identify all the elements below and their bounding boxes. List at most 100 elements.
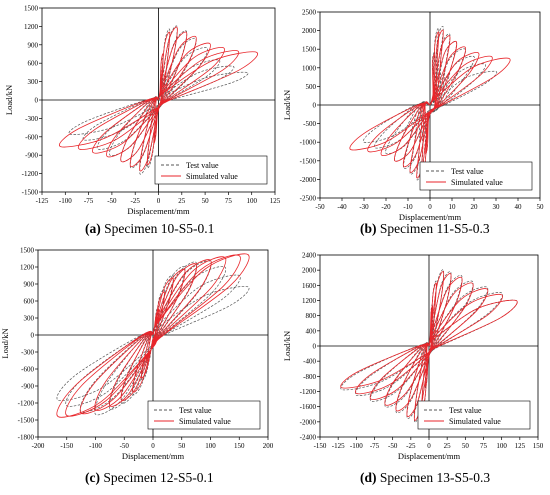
y-axis-label: Load/kN [282, 331, 292, 361]
y-tick-label: 2500 [302, 9, 317, 17]
x-tick-label: -125 [332, 442, 345, 450]
legend-box [419, 161, 533, 191]
y-tick-label: -900 [21, 383, 34, 391]
caption-text: Specimen 12-S5-0.1 [103, 470, 214, 485]
y-tick-label: -600 [21, 366, 34, 374]
y-tick-label: -1200 [18, 400, 35, 408]
legend-label: Test value [449, 406, 482, 415]
x-tick-label: -100 [89, 442, 102, 450]
y-tick-label: 900 [24, 281, 35, 289]
legend: Test value Simulated value [147, 400, 261, 430]
y-tick-label: 600 [28, 60, 39, 68]
caption-letter: (b) [360, 221, 377, 236]
y-tick-label: -2400 [300, 434, 317, 442]
caption-text: Specimen 10-S5-0.1 [104, 221, 215, 236]
y-tick-label: 1200 [24, 23, 39, 31]
x-tick-label: -75 [84, 197, 94, 205]
y-tick-label: 1500 [24, 5, 39, 13]
x-tick-label: -50 [120, 442, 130, 450]
x-tick-label: -50 [388, 442, 398, 450]
y-tick-label: 1000 [302, 64, 317, 72]
x-tick-label: 0 [427, 442, 431, 450]
y-tick-label: 2000 [302, 267, 317, 275]
legend-label: Simulated value [451, 178, 503, 187]
chart-panel-d: -150 -125 -100 -75 -50 -25 0 25 50 75 100 125 150 -24… [282, 252, 544, 462]
x-tick-label: -150 [60, 442, 73, 450]
x-tick-label: 75 [480, 442, 488, 450]
legend-box [147, 400, 261, 430]
y-tick-label: -300 [25, 115, 38, 123]
caption-letter: (c) [85, 470, 100, 485]
series-simulated-value [340, 271, 518, 421]
chart-panel-b: -50 -40 -30 -20 -10 0 10 20 30 40 50 -2500 -2000 -150… [282, 9, 544, 223]
legend-box [154, 155, 268, 185]
x-tick-label: -150 [314, 442, 327, 450]
y-tick-label: 2400 [302, 252, 317, 260]
y-tick-label: 1500 [302, 46, 317, 54]
y-tick-label: 1600 [302, 282, 317, 290]
y-tick-label: -1600 [300, 403, 317, 411]
x-tick-label: 50 [178, 442, 186, 450]
x-tick-label: -125 [36, 197, 49, 205]
y-tick-label: -2000 [300, 418, 317, 426]
y-tick-label: -1200 [300, 388, 317, 396]
y-tick-label: -1500 [300, 157, 317, 165]
legend-label: Simulated value [179, 417, 231, 426]
x-tick-label: -40 [337, 203, 347, 211]
legend-label: Test value [179, 406, 212, 415]
x-tick-label: -25 [131, 197, 141, 205]
x-tick-label: -20 [381, 203, 391, 211]
chart-panel-c: -200 -150 -100 -50 0 50 100 150 200 -1800 -1500 -12… [0, 247, 274, 462]
x-tick-label: -100 [350, 442, 363, 450]
y-tick-label: 400 [306, 327, 317, 335]
x-tick-label: -200 [32, 442, 45, 450]
y-tick-label: -900 [25, 152, 38, 160]
y-axis-label: Load/kN [4, 85, 14, 115]
y-tick-label: -800 [303, 373, 316, 381]
legend-label: Simulated value [186, 172, 238, 181]
x-axis-label: Displacement/mm [399, 212, 462, 222]
y-tick-label: 1200 [302, 297, 317, 305]
x-tick-label: 100 [496, 442, 507, 450]
x-tick-label: 0 [151, 442, 155, 450]
x-tick-label: 50 [462, 442, 470, 450]
y-tick-label: 0 [313, 343, 317, 351]
x-tick-label: 150 [234, 442, 245, 450]
y-axis-label: Load/kN [282, 90, 292, 120]
caption-a: (a) Specimen 10-S5-0.1 [85, 221, 214, 237]
y-tick-label: 2000 [302, 27, 317, 35]
y-tick-label: 1200 [20, 264, 35, 272]
x-tick-label: -75 [370, 442, 380, 450]
series-simulated-value [59, 26, 258, 172]
x-tick-label: 125 [270, 197, 281, 205]
x-tick-label: -50 [315, 203, 325, 211]
caption-c: (c) Specimen 12-S5-0.1 [85, 470, 214, 486]
x-tick-label: 25 [178, 197, 186, 205]
caption-b: (b) Specimen 11-S5-0.3 [360, 221, 490, 237]
y-tick-label: 1500 [20, 247, 35, 255]
y-axis-label: Load/kN [0, 328, 10, 358]
x-tick-label: -50 [107, 197, 117, 205]
x-axis-label: Displacement/mm [122, 451, 185, 461]
y-tick-label: 800 [306, 312, 317, 320]
x-tick-label: 20 [471, 203, 479, 211]
x-tick-label: 75 [225, 197, 233, 205]
x-tick-label: -100 [59, 197, 72, 205]
x-tick-label: 100 [246, 197, 257, 205]
x-tick-label: -10 [403, 203, 413, 211]
x-tick-label: 10 [449, 203, 457, 211]
y-tick-label: 0 [31, 332, 35, 340]
chart-panel-a: -125 -100 -75 -50 -25 0 25 50 75 100 125 -1500 -1200… [4, 5, 281, 217]
caption-letter: (a) [85, 221, 101, 236]
x-tick-label: -30 [359, 203, 369, 211]
y-tick-label: 0 [35, 97, 39, 105]
caption-letter: (d) [360, 470, 377, 485]
caption-text: Specimen 13-S5-0.3 [379, 470, 491, 485]
legend-box [417, 400, 531, 430]
legend-label: Test value [186, 161, 219, 170]
x-tick-label: 50 [202, 197, 210, 205]
x-axis-label: Displacement/mm [398, 451, 461, 461]
x-tick-label: 0 [428, 203, 432, 211]
y-tick-label: -500 [303, 120, 316, 128]
